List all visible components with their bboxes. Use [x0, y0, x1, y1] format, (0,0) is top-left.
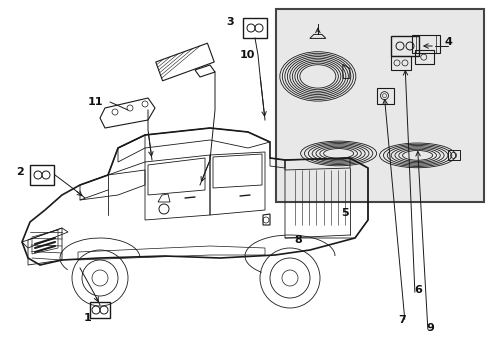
Text: 1: 1: [84, 313, 92, 323]
Text: 11: 11: [87, 97, 102, 107]
Bar: [276, 9, 483, 202]
Text: 10: 10: [239, 50, 254, 60]
Text: 4: 4: [443, 37, 451, 47]
Text: 6: 6: [413, 285, 421, 295]
Text: 5: 5: [341, 208, 348, 218]
Text: 3: 3: [226, 17, 233, 27]
Text: 8: 8: [293, 235, 301, 245]
Text: 2: 2: [16, 167, 24, 177]
Text: 9: 9: [425, 323, 433, 333]
Text: 7: 7: [397, 315, 405, 325]
